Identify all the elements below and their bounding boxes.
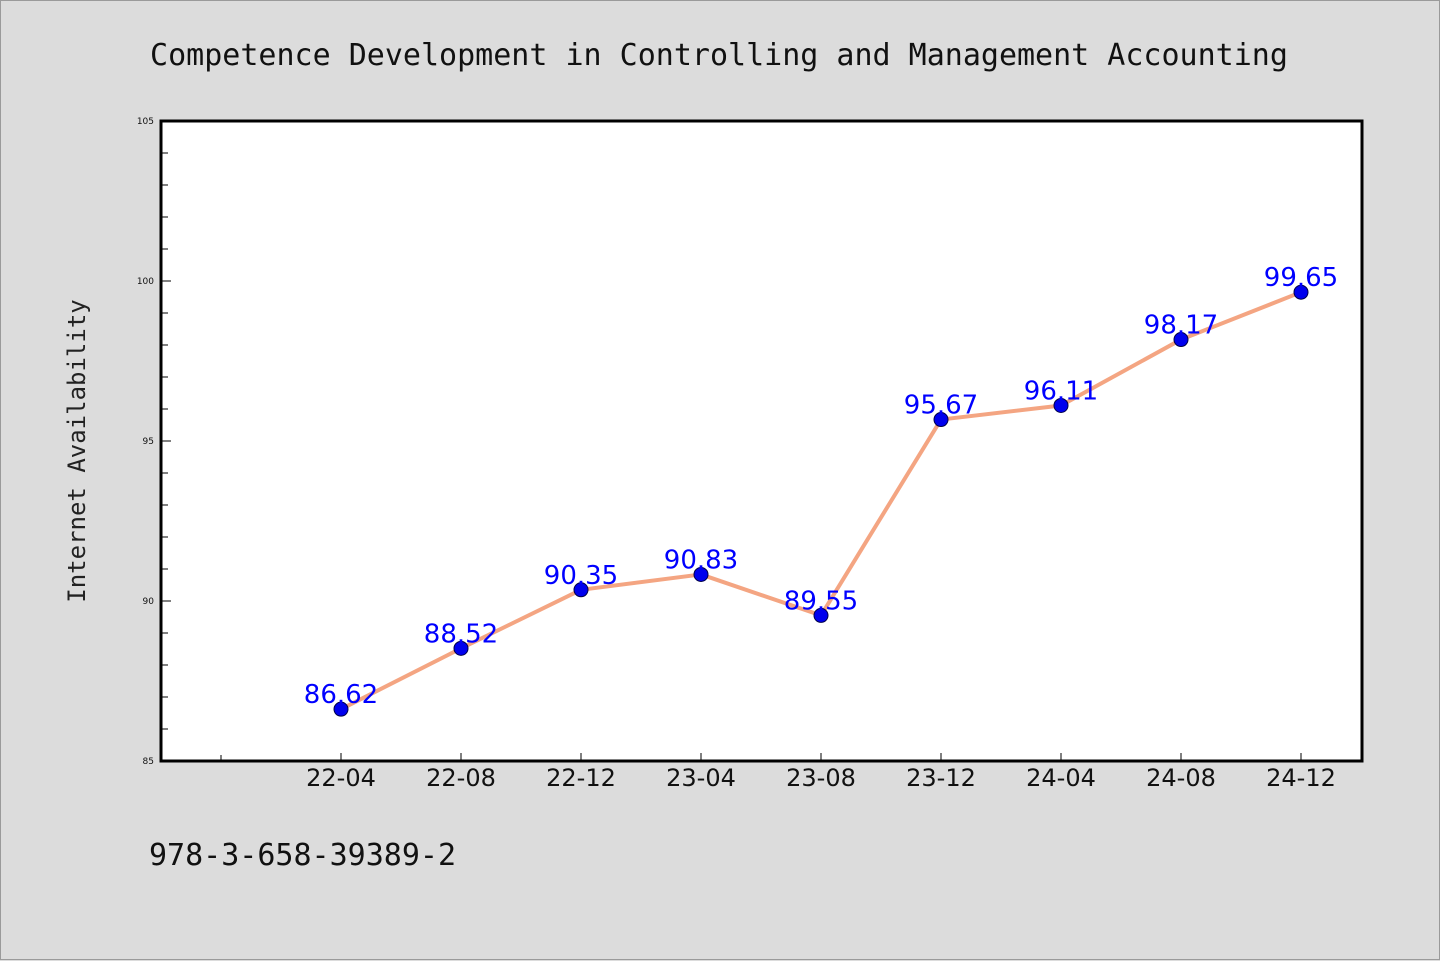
- data-labels-group: 86.62 88.52 90.35 90.83 89.55 95.67 96.11 98.17…: [304, 263, 1338, 710]
- y-tick-label: 100: [137, 277, 154, 287]
- data-point: [693, 566, 709, 582]
- data-label: 88.52: [424, 619, 498, 649]
- data-point: [1293, 284, 1309, 300]
- data-label: 99.65: [1264, 263, 1338, 293]
- data-point: [1173, 332, 1189, 348]
- data-point: [1053, 397, 1069, 413]
- y-tick-label: 95: [143, 437, 154, 447]
- x-tick-label: 23-08: [786, 764, 856, 792]
- y-tick-label: 105: [137, 117, 154, 127]
- data-point: [453, 640, 469, 656]
- y-tick-label: 85: [143, 757, 154, 767]
- data-point: [933, 412, 949, 428]
- data-label: 95.67: [904, 391, 978, 421]
- data-point: [813, 607, 829, 623]
- y-axis: 85 90 95 100 105: [137, 117, 171, 767]
- data-point: [573, 582, 589, 598]
- x-tick-label: 22-12: [546, 764, 616, 792]
- y-tick-label: 90: [143, 597, 155, 607]
- isbn-text: 978-3-658-39389-2: [149, 838, 456, 873]
- data-label: 86.62: [304, 680, 378, 710]
- data-label: 96.11: [1024, 376, 1098, 406]
- x-tick-label: 23-04: [666, 764, 736, 792]
- chart-title: Competence Development in Controlling an…: [150, 38, 1288, 73]
- x-tick-label: 24-12: [1266, 764, 1336, 792]
- x-axis: 22-04 22-08 22-12 23-04 23-08 23-12 24-04 24-08…: [220, 753, 1336, 792]
- data-label: 98.17: [1144, 311, 1218, 341]
- data-point: [333, 701, 349, 717]
- plot-area: [159, 119, 1364, 763]
- data-label: 90.83: [664, 545, 738, 575]
- x-tick-label: 22-08: [426, 764, 496, 792]
- data-label: 89.55: [784, 586, 858, 616]
- y-axis-label: Internet Availability: [63, 299, 91, 602]
- data-markers-group: [333, 284, 1309, 717]
- x-tick-label: 23-12: [906, 764, 976, 792]
- x-tick-label: 24-08: [1146, 764, 1216, 792]
- x-tick-label: 22-04: [306, 764, 376, 792]
- data-label: 90.35: [544, 561, 618, 591]
- x-tick-label: 24-04: [1026, 764, 1096, 792]
